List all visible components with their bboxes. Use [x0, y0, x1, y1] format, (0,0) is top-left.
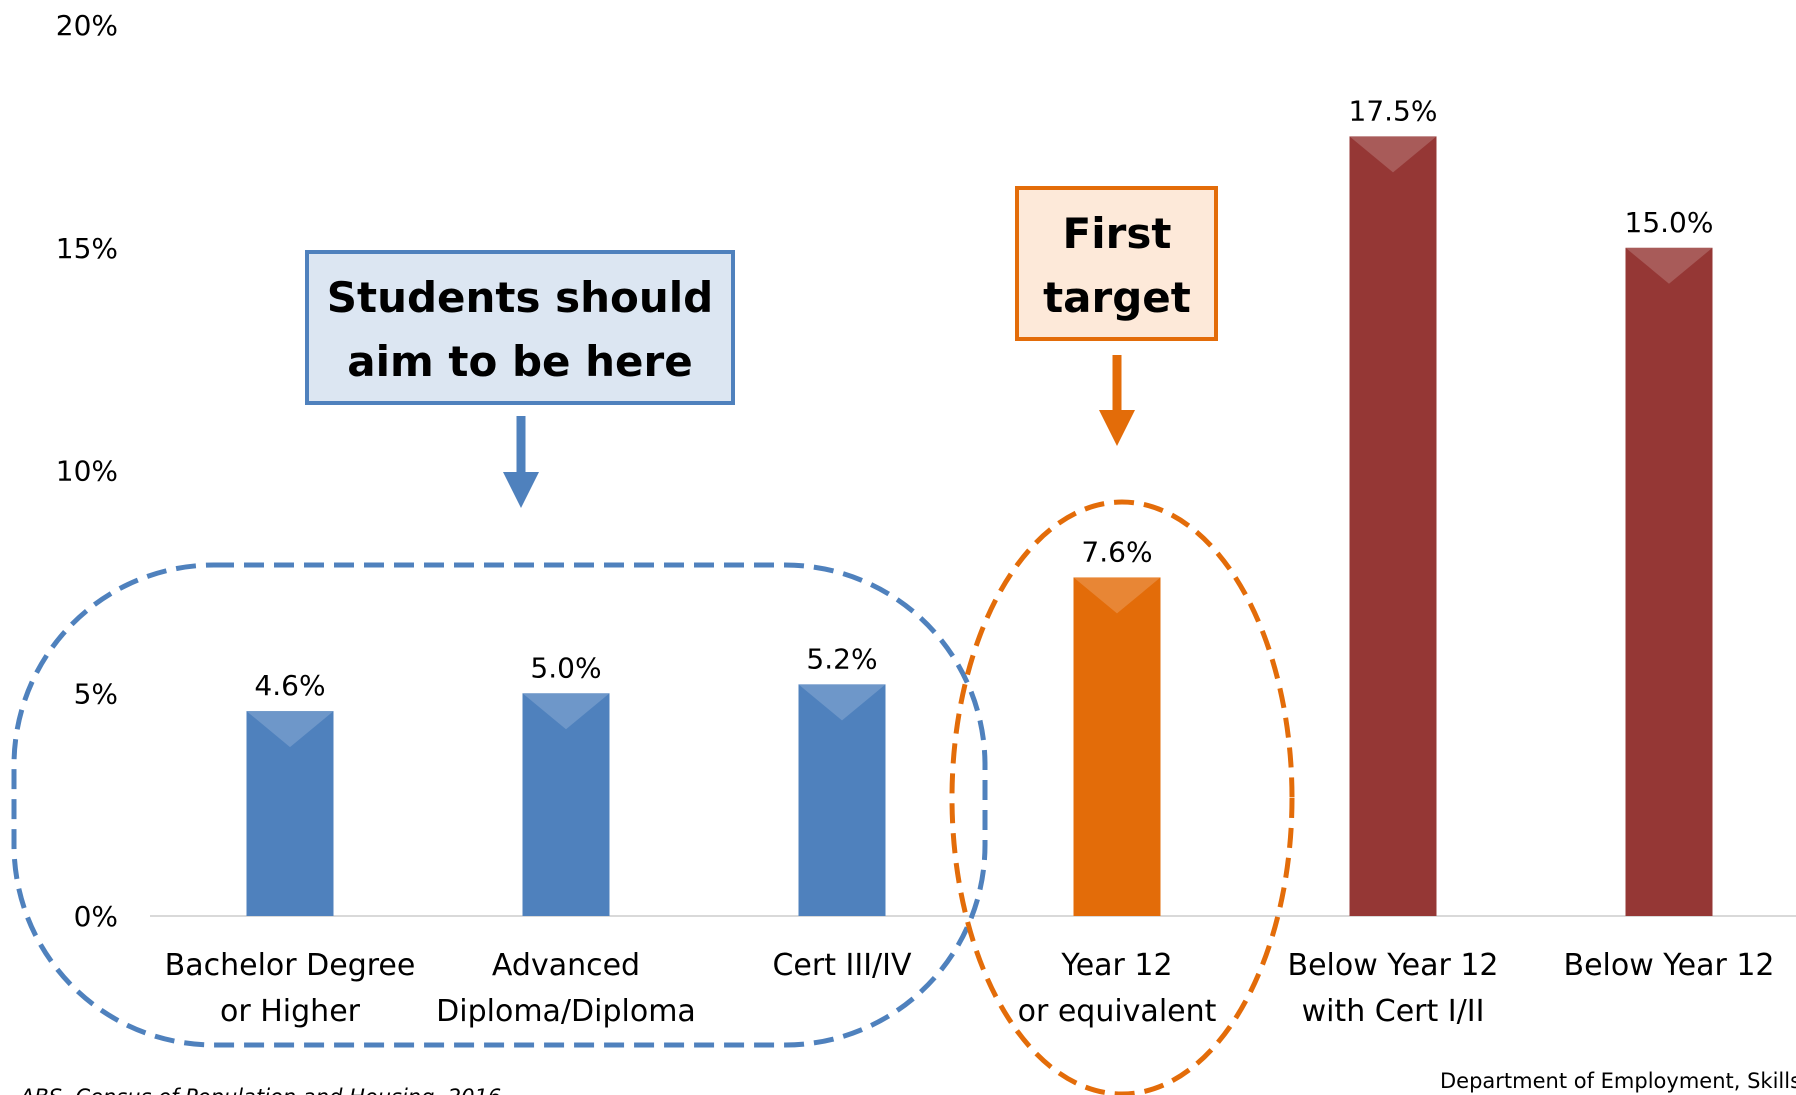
- value-label: 17.5%: [1349, 94, 1438, 127]
- source: ABS, Census of Population and Housing, 2…: [18, 1085, 501, 1095]
- annotation: First: [1063, 209, 1172, 258]
- bar-bevel: [246, 711, 334, 748]
- bar-bevel: [1349, 136, 1437, 173]
- value-label: 4.6%: [254, 669, 325, 702]
- bar-bevel: [522, 693, 610, 730]
- x-tick-label: Year 12: [1060, 948, 1172, 983]
- x-tick-label: Below Year 12: [1287, 948, 1498, 983]
- bar: [1625, 247, 1713, 916]
- x-tick-label: Below Year 12: [1563, 948, 1774, 983]
- bar: [798, 684, 886, 916]
- value-label: 5.2%: [806, 642, 877, 675]
- y-tick-label: 20%: [56, 9, 118, 42]
- x-tick-label: Advanced: [492, 948, 640, 983]
- x-tick-label: or Higher: [220, 994, 361, 1029]
- value-label: 15.0%: [1625, 206, 1714, 239]
- bar-bevel: [1625, 247, 1713, 284]
- source: Department of Employment, Skills: [1440, 1069, 1796, 1093]
- x-tick-label: with Cert I/II: [1302, 994, 1485, 1029]
- annotation: target: [1043, 273, 1191, 322]
- y-tick-label: 10%: [56, 455, 118, 488]
- bar: [1073, 577, 1161, 916]
- bar: [522, 693, 610, 916]
- group-outline: [949, 499, 1295, 1095]
- bar: [1349, 136, 1437, 916]
- annotation-box: [305, 250, 735, 405]
- annotation: aim to be here: [347, 337, 692, 386]
- value-label: 7.6%: [1081, 535, 1152, 568]
- bar-bevel: [798, 684, 886, 721]
- x-tick-label: or equivalent: [1018, 994, 1217, 1029]
- y-tick-label: 0%: [74, 900, 118, 933]
- x-tick-label: Bachelor Degree: [165, 948, 416, 983]
- x-tick-label: Cert III/IV: [772, 948, 912, 983]
- annotation-box: [1015, 186, 1218, 341]
- y-tick-label: 15%: [56, 232, 118, 265]
- annotation: Students should: [327, 273, 714, 322]
- group-outline: [11, 562, 988, 1048]
- bar-bevel: [1073, 577, 1161, 614]
- x-tick-label: Diploma/Diploma: [436, 994, 696, 1029]
- value-label: 5.0%: [530, 651, 601, 684]
- bar: [246, 711, 334, 916]
- y-tick-label: 5%: [74, 677, 118, 710]
